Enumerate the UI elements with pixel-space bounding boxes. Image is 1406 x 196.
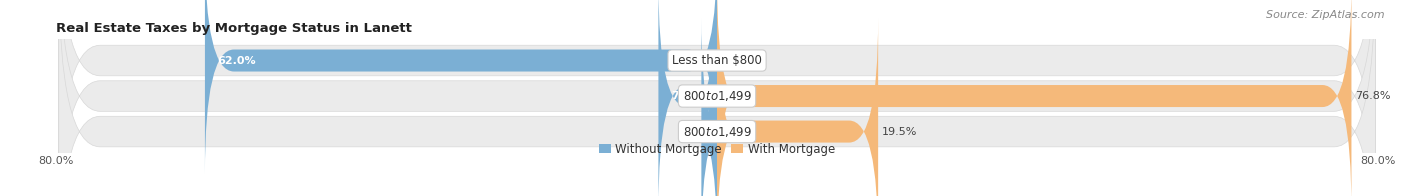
FancyBboxPatch shape	[59, 0, 1375, 196]
FancyBboxPatch shape	[59, 0, 1375, 196]
Legend: Without Mortgage, With Mortgage: Without Mortgage, With Mortgage	[599, 143, 835, 156]
Text: $800 to $1,499: $800 to $1,499	[682, 125, 752, 139]
FancyBboxPatch shape	[717, 18, 879, 196]
Text: 7.1%: 7.1%	[671, 91, 702, 101]
Text: 62.0%: 62.0%	[218, 55, 256, 65]
Text: 19.5%: 19.5%	[883, 127, 918, 137]
Text: 1.9%: 1.9%	[714, 127, 745, 137]
Text: Source: ZipAtlas.com: Source: ZipAtlas.com	[1267, 10, 1385, 20]
FancyBboxPatch shape	[658, 0, 717, 196]
Text: 0.0%: 0.0%	[721, 55, 749, 65]
FancyBboxPatch shape	[688, 18, 730, 196]
Text: 76.8%: 76.8%	[1355, 91, 1391, 101]
FancyBboxPatch shape	[717, 0, 1351, 196]
FancyBboxPatch shape	[59, 0, 1375, 196]
FancyBboxPatch shape	[205, 0, 717, 174]
Text: Less than $800: Less than $800	[672, 54, 762, 67]
Text: $800 to $1,499: $800 to $1,499	[682, 89, 752, 103]
Text: Real Estate Taxes by Mortgage Status in Lanett: Real Estate Taxes by Mortgage Status in …	[56, 22, 412, 35]
